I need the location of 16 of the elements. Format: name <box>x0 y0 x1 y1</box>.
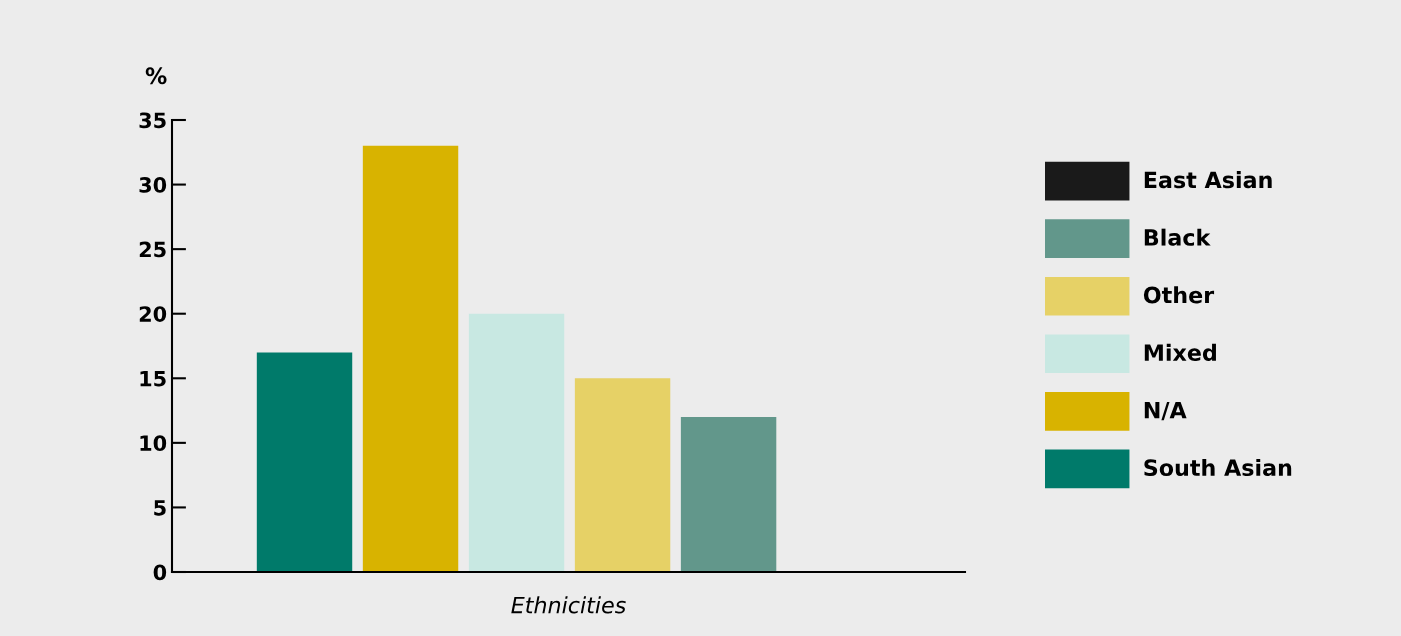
legend-label: Black <box>1144 228 1211 246</box>
legend-label: Mixed <box>1144 343 1216 361</box>
legend-label: Other <box>1143 286 1215 304</box>
y-tick-label: 35 <box>139 112 166 129</box>
y-tick-label: 20 <box>139 306 167 322</box>
legend-label: East Asian <box>1144 171 1272 189</box>
y-tick-label: 15 <box>140 371 166 387</box>
legend-label: South Asian <box>1144 458 1292 477</box>
y-tick-label: 30 <box>139 177 167 193</box>
legend-label: N/A <box>1144 402 1187 421</box>
x-axis-title: Ethnicities <box>511 596 626 614</box>
y-tick-label: 0 <box>153 564 167 581</box>
y-tick-label: 10 <box>140 435 167 452</box>
y-axis-title: % <box>145 67 167 85</box>
y-tick-label: 5 <box>154 500 166 516</box>
y-tick-label: 25 <box>139 241 166 258</box>
